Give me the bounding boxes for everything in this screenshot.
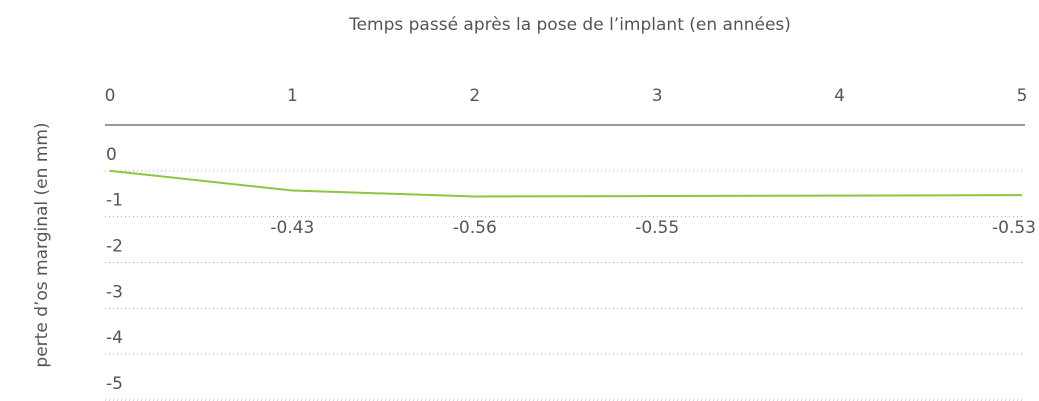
y-tick-label: -1 [106, 191, 123, 211]
y-tick-label: -5 [106, 374, 123, 394]
data-label: -0.53 [992, 218, 1036, 238]
data-label: -0.55 [635, 218, 679, 238]
x-tick-label: 2 [469, 86, 480, 106]
chart-title: Temps passé après la pose de l’implant (… [348, 15, 791, 35]
x-tick-label: 4 [834, 86, 845, 106]
y-tick-label: -3 [106, 282, 123, 302]
data-label: -0.43 [270, 218, 314, 238]
y-tick-label: 0 [106, 145, 117, 165]
y-axis-label: perte d’os marginal (en mm) [32, 122, 52, 367]
x-tick-label: 5 [1017, 86, 1028, 106]
y-tick-label: -4 [106, 328, 123, 348]
y-tick-label: -2 [106, 237, 123, 257]
x-tick-label: 0 [105, 86, 116, 106]
x-tick-label: 1 [287, 86, 298, 106]
line-series [109, 169, 1023, 198]
data-label: -0.56 [453, 218, 497, 238]
x-tick-label: 3 [652, 86, 663, 106]
